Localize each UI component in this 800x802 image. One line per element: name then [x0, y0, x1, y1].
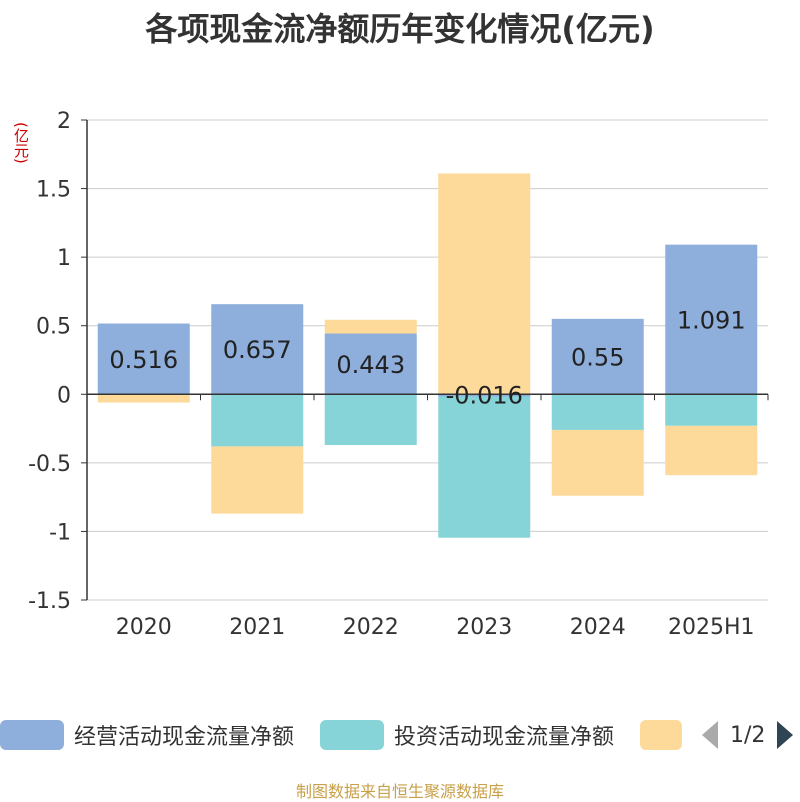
- x-tick-label: 2020: [116, 615, 172, 640]
- y-tick-label: 2: [57, 109, 71, 134]
- bar-investing-2022: [324, 394, 417, 446]
- data-label: 0.657: [223, 336, 292, 364]
- data-label: -0.016: [446, 381, 523, 409]
- data-label: 0.516: [109, 346, 178, 374]
- bar-operating-2023: [438, 394, 531, 397]
- x-tick-label: 2024: [570, 615, 626, 640]
- legend-pager: 1/2: [702, 713, 794, 757]
- y-tick-label: -1.5: [28, 589, 71, 614]
- legend: 经营活动现金流量净额 投资活动现金流量净额 1/2: [0, 713, 800, 757]
- y-tick-label: -1: [49, 520, 71, 545]
- y-tick-label: 1.5: [36, 178, 71, 203]
- bar-operating-2024: [551, 318, 644, 395]
- legend-label-investing: 投资活动现金流量净额: [394, 725, 615, 750]
- bar-investing-2023: [438, 396, 531, 538]
- bar-financing-2022: [324, 319, 417, 334]
- bar-financing-2023: [438, 173, 531, 395]
- legend-item-operating[interactable]: 经营活动现金流量净额: [0, 713, 294, 757]
- bar-investing-2024: [551, 394, 644, 430]
- x-tick-label: 2021: [229, 615, 285, 640]
- next-page-icon[interactable]: [777, 721, 794, 749]
- y-tick-label: -0.5: [28, 452, 71, 477]
- x-tick-label: 2023: [456, 615, 512, 640]
- bar-financing-2024: [551, 429, 644, 496]
- bar-operating-2025H1: [665, 244, 758, 395]
- prev-page-icon[interactable]: [702, 721, 718, 749]
- bar-chart: -1.5 -1 -0.5 0 0.5 1 1.5 2 2020 2021 2022 2023 2024 2…: [28, 109, 769, 640]
- data-label: 0.443: [336, 351, 405, 379]
- data-label: 0.55: [571, 344, 624, 372]
- legend-page-indicator: 1/2: [730, 722, 766, 748]
- bar-operating-2022: [324, 333, 417, 395]
- x-tick-label: 2022: [343, 615, 399, 640]
- chart-title: 各项现金流净额历年变化情况(亿元): [145, 10, 655, 48]
- legend-swatch-financing: [640, 720, 682, 750]
- y-tick-label: 1: [57, 246, 71, 271]
- data-label: 1.091: [677, 306, 746, 334]
- bar-financing-2020: [97, 394, 190, 403]
- bar-financing-2021: [211, 446, 304, 514]
- bar-investing-2025H1: [665, 394, 758, 426]
- x-tick-label: 2025H1: [668, 615, 755, 640]
- legend-swatch-investing: [320, 720, 384, 750]
- legend-swatch-operating: [0, 720, 64, 750]
- bar-investing-2021: [211, 394, 304, 447]
- y-tick-label: 0: [57, 383, 71, 408]
- y-tick-label: 0.5: [36, 315, 71, 340]
- bar-operating-2021: [211, 304, 304, 395]
- bar-operating-2020: [97, 323, 190, 395]
- legend-item-financing[interactable]: [640, 713, 682, 757]
- bar-financing-2025H1: [665, 425, 758, 476]
- y-axis-unit: (亿元): [12, 122, 30, 164]
- legend-item-investing[interactable]: 投资活动现金流量净额: [320, 713, 614, 757]
- legend-label-operating: 经营活动现金流量净额: [74, 725, 295, 750]
- data-source-note: 制图数据来自恒生聚源数据库: [295, 782, 504, 801]
